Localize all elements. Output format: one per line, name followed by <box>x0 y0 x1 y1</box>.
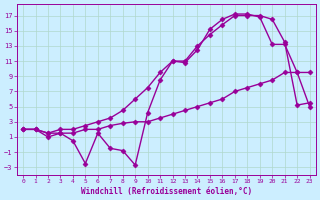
X-axis label: Windchill (Refroidissement éolien,°C): Windchill (Refroidissement éolien,°C) <box>81 187 252 196</box>
